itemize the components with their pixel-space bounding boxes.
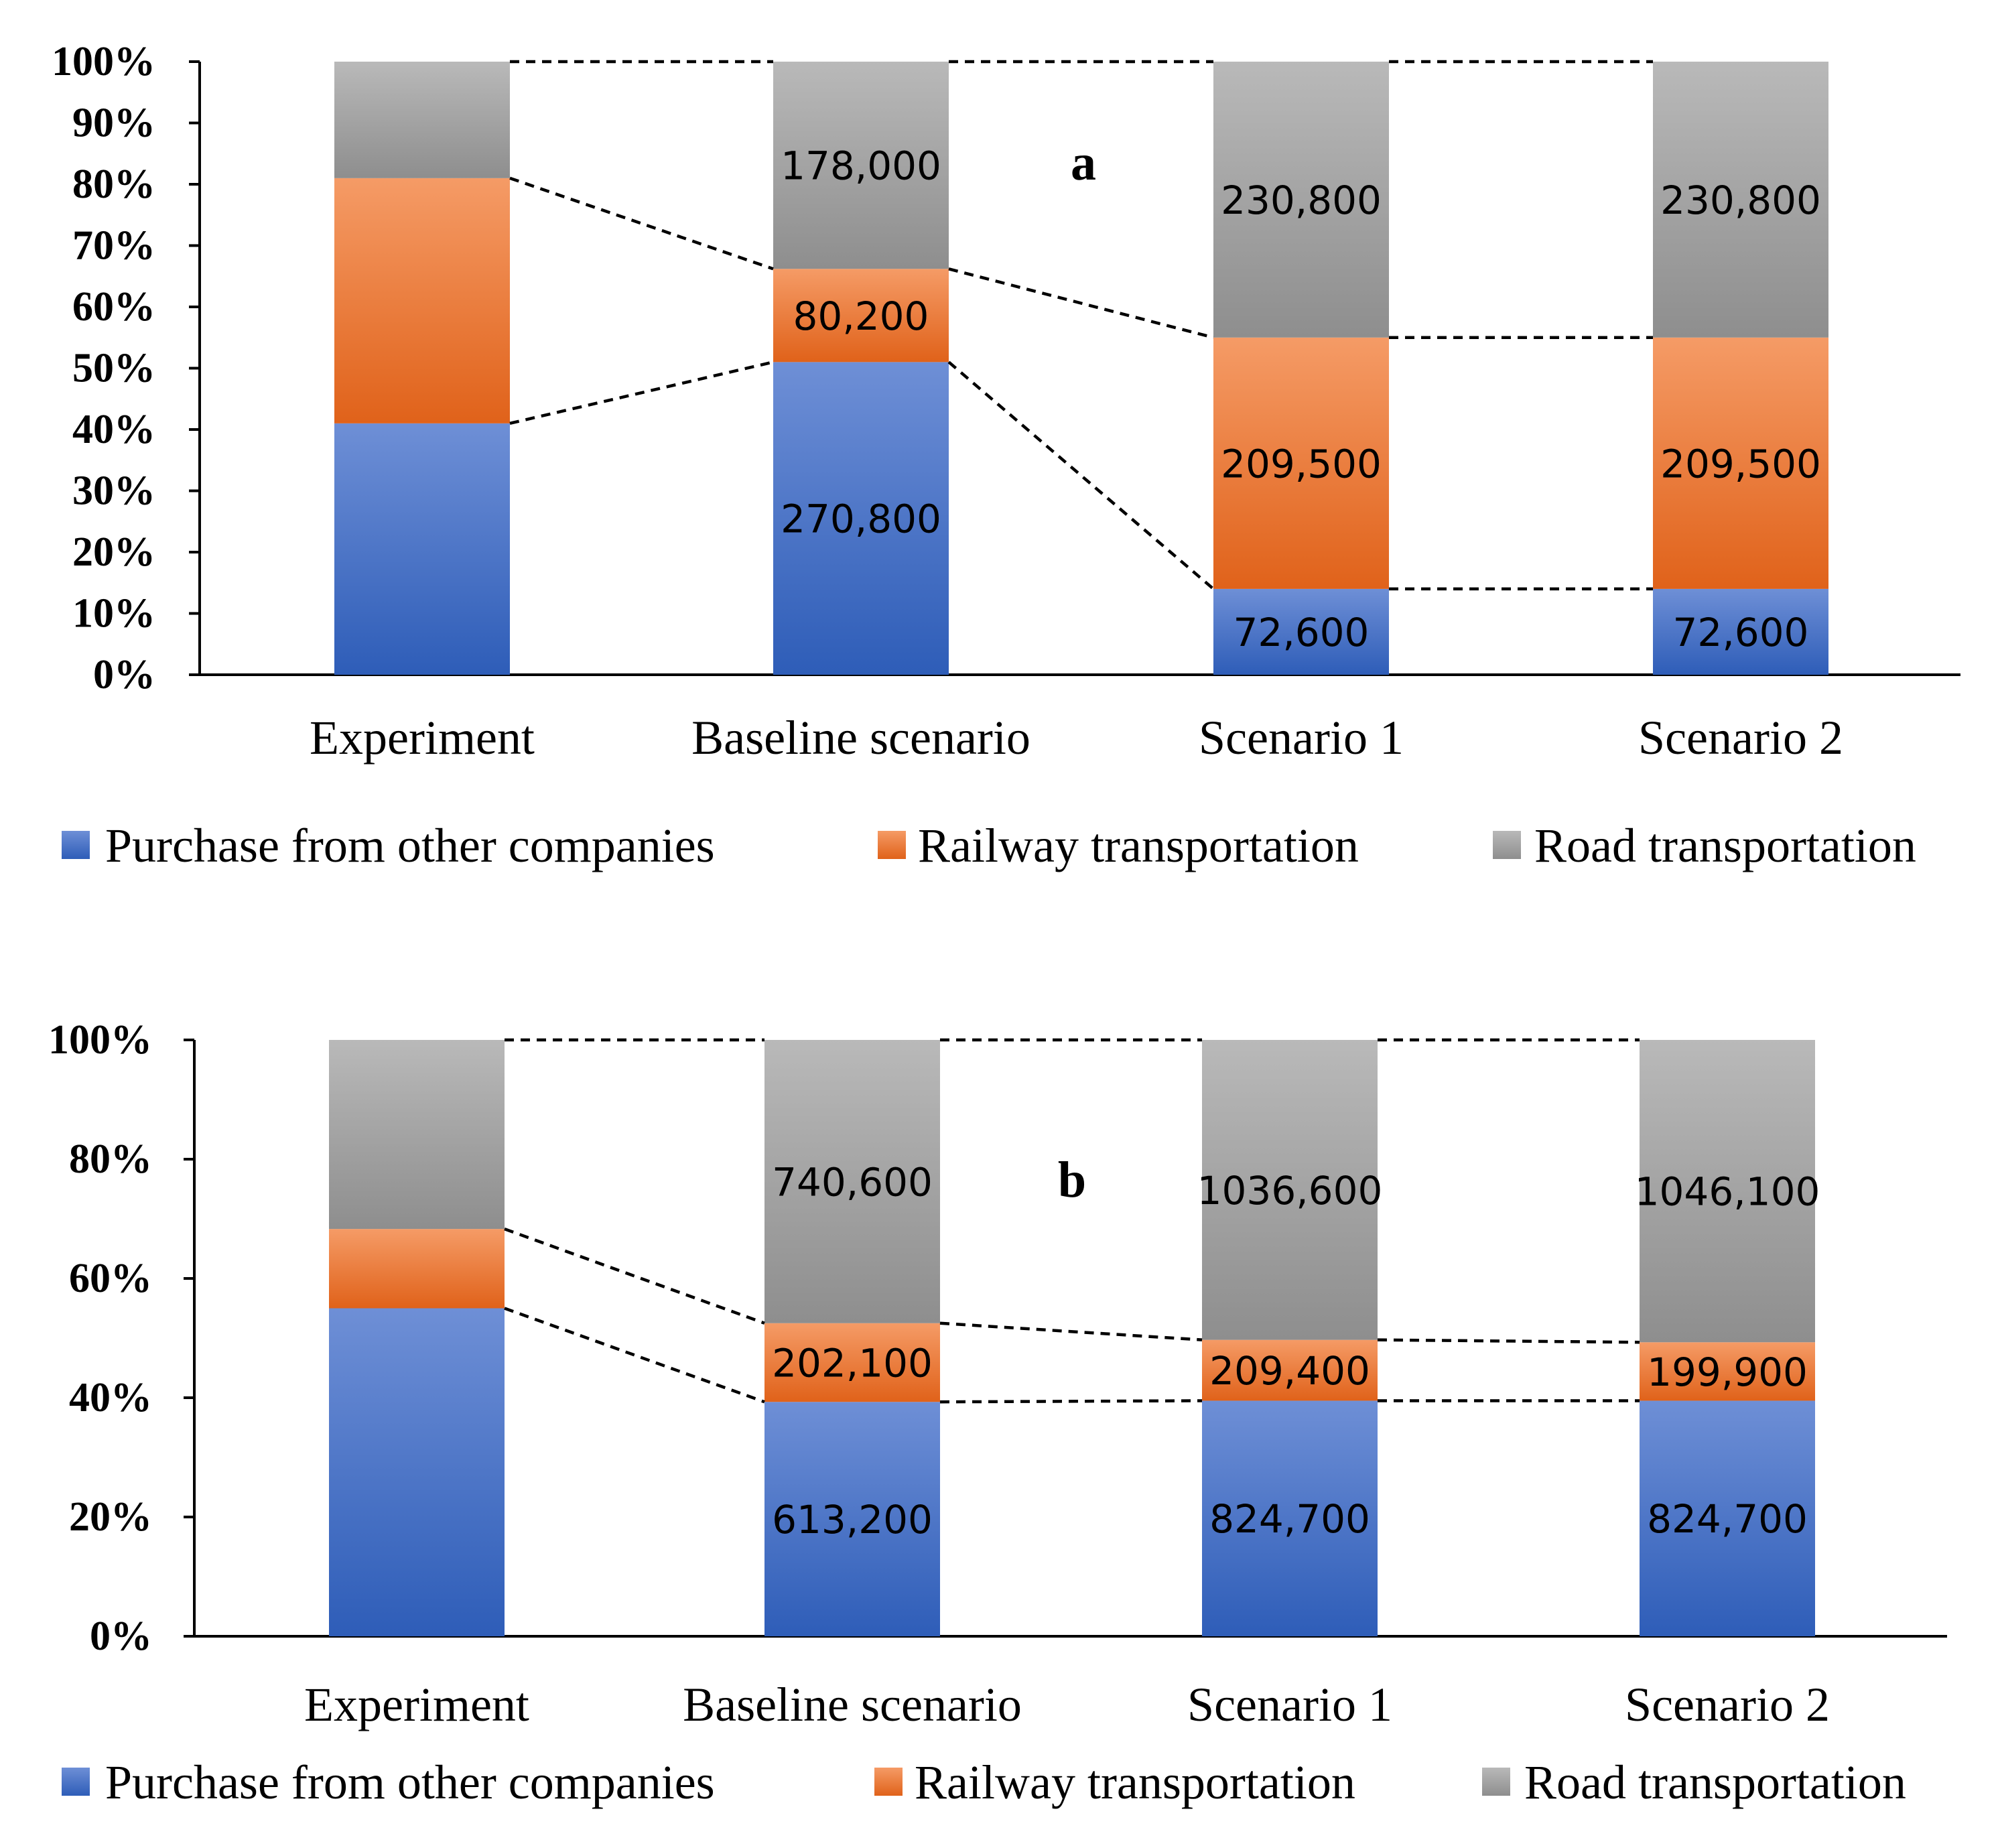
y-tick-label: 50% (72, 346, 155, 391)
legend-label: Purchase from other companies (105, 1756, 715, 1809)
connector-line (939, 1399, 1203, 1404)
bar-segment (334, 178, 510, 423)
y-tick-label: 100% (48, 1017, 152, 1063)
legend-label: Railway transportation (915, 1756, 1355, 1809)
data-label: 72,600 (1673, 610, 1809, 655)
connector-line (939, 1321, 1203, 1341)
bar-segment (1653, 62, 1828, 338)
category-label: Scenario 2 (1638, 711, 1843, 765)
bar-segment (1653, 337, 1828, 589)
bar-segment (1213, 62, 1389, 338)
y-tick-label: 80% (72, 161, 155, 207)
y-tick-label: 0% (93, 652, 155, 698)
data-label: 209,400 (1209, 1348, 1370, 1394)
y-tick-label: 100% (52, 39, 155, 84)
bar-segment (764, 1040, 940, 1323)
connector-line (948, 267, 1214, 339)
y-tick-label: 40% (72, 407, 155, 452)
category-label: Baseline scenario (691, 711, 1030, 765)
y-tick-label: 60% (72, 284, 155, 330)
legend-swatch (874, 1768, 903, 1796)
chart-panel-a: 0% 10% 20% 30% 40% 50% 60% 70% 80% 90% 100% 270,800… (52, 39, 1960, 872)
data-label: 740,600 (772, 1159, 933, 1205)
data-label: 270,800 (781, 497, 941, 542)
legend-label: Railway transportation (918, 819, 1359, 872)
bar-segment (1640, 1342, 1815, 1401)
legend-swatch (62, 1768, 90, 1796)
data-label: 209,500 (1660, 441, 1821, 486)
bar-segment (1202, 1339, 1378, 1401)
data-label: 72,600 (1234, 610, 1370, 655)
data-label: 613,200 (772, 1497, 933, 1542)
bar-segment (1213, 337, 1389, 589)
data-label: 824,700 (1209, 1496, 1370, 1542)
legend-swatch (1482, 1768, 1510, 1796)
y-tick-label: 30% (72, 468, 155, 514)
connector-line (509, 176, 774, 271)
y-tick-label: 20% (72, 529, 155, 575)
y-tick-label: 80% (69, 1136, 152, 1182)
category-label: Scenario 1 (1199, 711, 1404, 765)
bar-segment (1653, 588, 1828, 675)
connector-line (509, 360, 774, 425)
bar-segment (764, 1323, 940, 1402)
data-label: 230,800 (1221, 178, 1382, 223)
y-tick-label: 60% (69, 1256, 152, 1301)
bar-segment (1640, 1040, 1815, 1343)
y-tick-label: 70% (72, 223, 155, 269)
connector-line (947, 360, 1215, 590)
data-label: 199,900 (1647, 1349, 1808, 1395)
category-label: Baseline scenario (683, 1678, 1022, 1731)
y-tick-label: 0% (90, 1613, 152, 1659)
data-label: 202,100 (772, 1340, 933, 1386)
legend-swatch (878, 831, 906, 859)
bar-segment (1202, 1400, 1378, 1636)
chart-panel-b: 0% 20% 40% 60% 80% 100% 613,200 824,700 824,700 2… (48, 1017, 1947, 1809)
bar-segment (764, 1402, 940, 1636)
data-label: 1046,100 (1635, 1169, 1820, 1215)
connector-line (504, 1307, 765, 1404)
connector-line (1377, 1338, 1640, 1344)
category-label: Experiment (310, 711, 535, 765)
bar-segment (1213, 588, 1389, 675)
category-label: Scenario 1 (1187, 1678, 1392, 1731)
legend-swatch (62, 831, 90, 859)
data-label: 80,200 (793, 293, 929, 339)
data-label: 178,000 (781, 143, 941, 189)
bar-segment (773, 362, 949, 675)
y-tick-label: 20% (69, 1494, 152, 1540)
bar-segment (1202, 1040, 1378, 1340)
bar-segment (329, 1308, 505, 1636)
bar-segment (329, 1229, 505, 1309)
y-tick-label: 90% (72, 101, 155, 146)
y-tick-label: 40% (69, 1375, 152, 1421)
legend-label: Road transportation (1534, 819, 1916, 872)
connector-line (504, 1228, 765, 1325)
bar-segment (334, 423, 510, 675)
category-label: Scenario 2 (1625, 1678, 1830, 1731)
data-label: 824,700 (1647, 1496, 1808, 1542)
panel-letter: a (1071, 135, 1096, 191)
data-label: 209,500 (1221, 441, 1382, 486)
bar-segment (773, 269, 949, 362)
panel-letter: b (1058, 1152, 1086, 1208)
category-label: Experiment (304, 1678, 529, 1731)
data-label: 230,800 (1660, 178, 1821, 223)
bar-segment (329, 1040, 505, 1230)
bar-segment (1640, 1400, 1815, 1636)
bar-segment (773, 62, 949, 269)
legend-label: Purchase from other companies (105, 819, 715, 872)
bar-segment (334, 62, 510, 178)
legend-swatch (1493, 831, 1521, 859)
legend-label: Road transportation (1524, 1756, 1906, 1809)
data-label: 1036,600 (1197, 1168, 1383, 1213)
y-tick-label: 10% (72, 591, 155, 637)
